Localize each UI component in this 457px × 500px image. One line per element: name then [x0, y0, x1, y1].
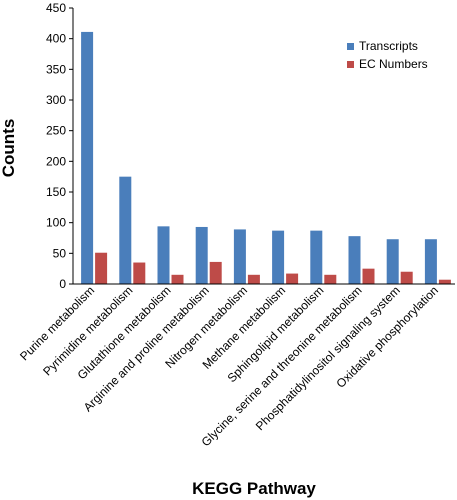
bar-transcripts-1: [119, 176, 132, 284]
y-axis-title: Counts: [0, 119, 18, 178]
bar-transcripts-9: [424, 239, 437, 284]
legend-label: EC Numbers: [359, 57, 428, 71]
y-tick-label: 400: [46, 32, 66, 46]
y-tick-label: 300: [46, 93, 66, 107]
bar-transcripts-5: [272, 230, 285, 284]
bar-ec-numbers-0: [95, 252, 108, 284]
bar-ec-numbers-6: [324, 274, 337, 284]
y-tick-label: 0: [59, 277, 66, 291]
y-tick-label: 250: [46, 124, 66, 138]
legend-swatch: [347, 43, 354, 50]
y-tick-label: 150: [46, 185, 66, 199]
bar-ec-numbers-8: [400, 271, 413, 284]
y-tick-label: 450: [46, 1, 66, 15]
bar-transcripts-2: [157, 226, 170, 284]
bar-transcripts-4: [233, 229, 246, 284]
legend-label: Transcripts: [359, 39, 418, 53]
bar-ec-numbers-7: [362, 268, 375, 284]
bar-transcripts-6: [310, 230, 323, 284]
bar-ec-numbers-9: [438, 279, 451, 284]
bar-transcripts-0: [81, 31, 94, 285]
legend-swatch: [347, 61, 354, 68]
bar-ec-numbers-5: [286, 273, 299, 284]
bar-transcripts-7: [348, 236, 361, 284]
legend: Transcripts EC Numbers: [347, 39, 428, 71]
bar-transcripts-8: [386, 239, 399, 284]
bar-ec-numbers-2: [171, 274, 184, 284]
y-tick-label: 50: [53, 246, 67, 260]
bar-ec-numbers-1: [133, 262, 146, 284]
bar-ec-numbers-4: [247, 274, 260, 284]
bar-ec-numbers-3: [209, 261, 222, 284]
y-tick-label: 100: [46, 216, 66, 230]
bar-transcripts-3: [195, 226, 208, 284]
x-axis-title: KEGG Pathway: [192, 479, 316, 498]
y-tick-label: 200: [46, 154, 66, 168]
y-tick-label: 350: [46, 62, 66, 76]
